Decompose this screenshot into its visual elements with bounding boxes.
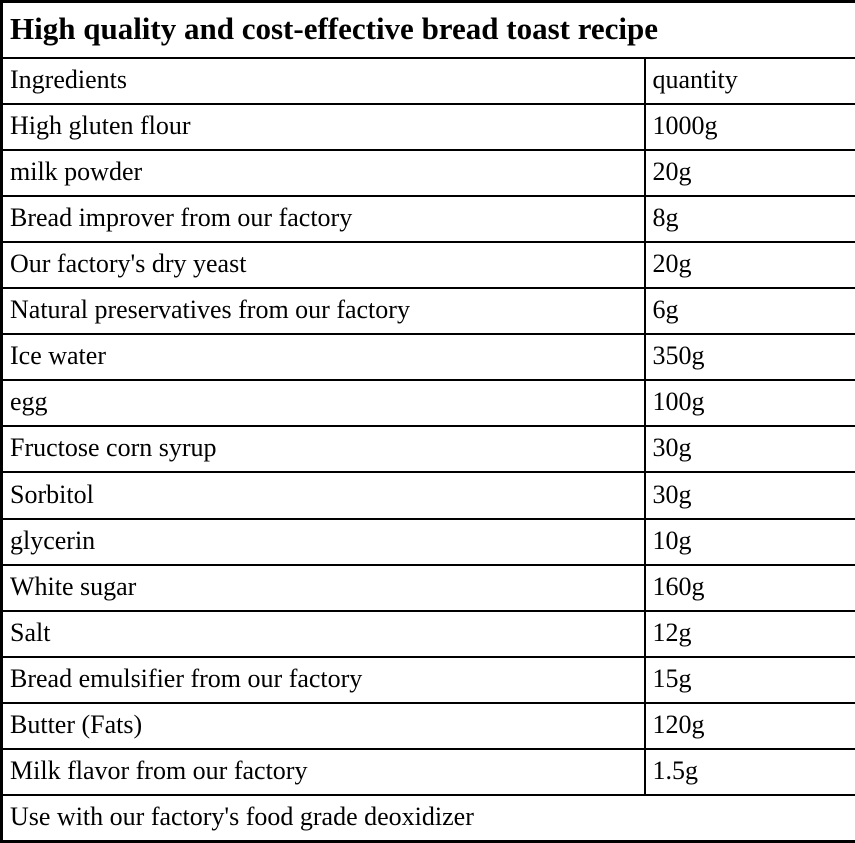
ingredient-cell: Our factory's dry yeast	[0, 241, 646, 290]
quantity-cell: 1.5g	[643, 747, 855, 796]
ingredient-cell: Fructose corn syrup	[0, 425, 646, 474]
table-row: High gluten flour 1000g	[0, 103, 855, 152]
column-header-ingredients: Ingredients	[0, 57, 646, 106]
quantity-cell: 10g	[643, 517, 855, 566]
table-row: White sugar 160g	[0, 563, 855, 612]
table-row: glycerin 10g	[0, 517, 855, 566]
table-row: Butter (Fats) 120g	[0, 701, 855, 750]
ingredient-cell: Milk flavor from our factory	[0, 747, 646, 796]
quantity-cell: 20g	[643, 149, 855, 198]
ingredient-cell: White sugar	[0, 563, 646, 612]
ingredient-cell: Sorbitol	[0, 471, 646, 520]
table-row: Bread improver from our factory 8g	[0, 195, 855, 244]
column-header-quantity: quantity	[643, 57, 855, 106]
ingredient-cell: Natural preservatives from our factory	[0, 287, 646, 336]
table-row: Natural preservatives from our factory 6…	[0, 287, 855, 336]
ingredient-cell: Ice water	[0, 333, 646, 382]
page-title: High quality and cost-effective bread to…	[0, 0, 855, 60]
quantity-cell: 350g	[643, 333, 855, 382]
quantity-cell: 30g	[643, 471, 855, 520]
ingredient-cell: Butter (Fats)	[0, 701, 646, 750]
quantity-cell: 15g	[643, 655, 855, 704]
ingredient-cell: High gluten flour	[0, 103, 646, 152]
ingredient-cell: egg	[0, 379, 646, 428]
quantity-cell: 1000g	[643, 103, 855, 152]
ingredient-cell: Salt	[0, 609, 646, 658]
ingredient-cell: Bread emulsifier from our factory	[0, 655, 646, 704]
table-row: Bread emulsifier from our factory 15g	[0, 655, 855, 704]
quantity-cell: 120g	[643, 701, 855, 750]
table-row: milk powder 20g	[0, 149, 855, 198]
ingredient-cell: glycerin	[0, 517, 646, 566]
title-row: High quality and cost-effective bread to…	[0, 0, 855, 60]
quantity-cell: 100g	[643, 379, 855, 428]
footer-row: Use with our factory's food grade deoxid…	[0, 793, 855, 843]
ingredient-cell: milk powder	[0, 149, 646, 198]
table-row: Ice water 350g	[0, 333, 855, 382]
table-row: Sorbitol 30g	[0, 471, 855, 520]
ingredient-cell: Bread improver from our factory	[0, 195, 646, 244]
table-row: egg 100g	[0, 379, 855, 428]
footer-note: Use with our factory's food grade deoxid…	[0, 793, 855, 843]
quantity-cell: 12g	[643, 609, 855, 658]
quantity-cell: 6g	[643, 287, 855, 336]
quantity-cell: 30g	[643, 425, 855, 474]
quantity-cell: 8g	[643, 195, 855, 244]
table-row: Fructose corn syrup 30g	[0, 425, 855, 474]
quantity-cell: 160g	[643, 563, 855, 612]
table-row: Salt 12g	[0, 609, 855, 658]
table-row: Milk flavor from our factory 1.5g	[0, 747, 855, 796]
table-row: Our factory's dry yeast 20g	[0, 241, 855, 290]
header-row: Ingredients quantity	[0, 57, 855, 106]
quantity-cell: 20g	[643, 241, 855, 290]
